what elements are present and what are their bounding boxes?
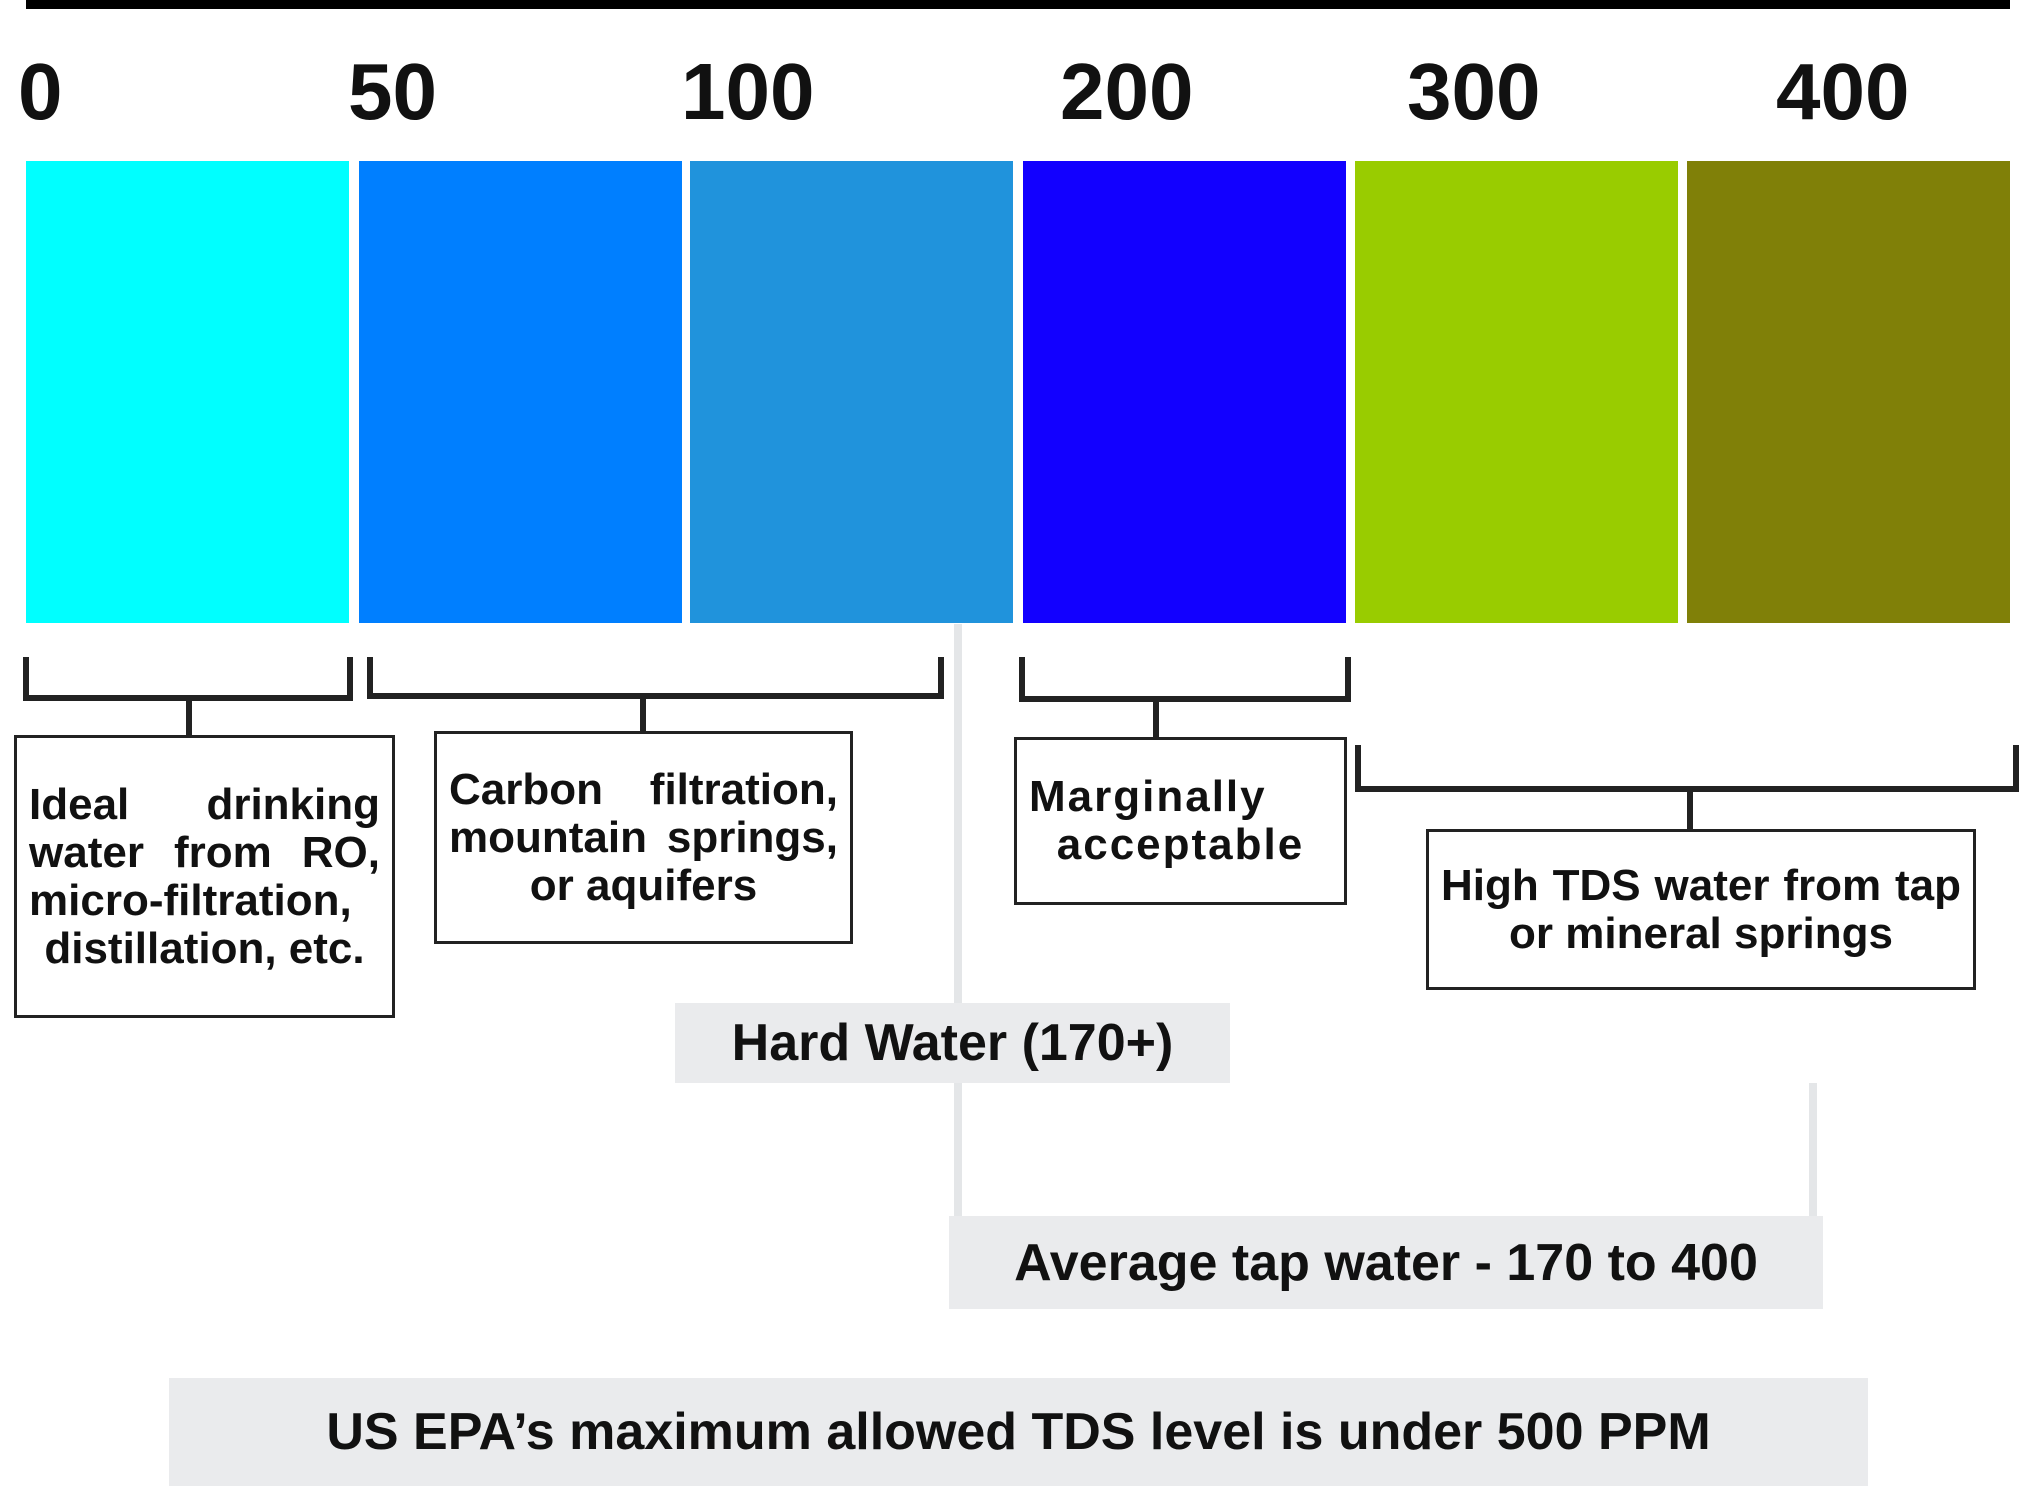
bracket — [1019, 657, 1351, 737]
scale-label: 50 — [348, 47, 437, 136]
epa-note: US EPA’s maximum allowed TDS level is un… — [169, 1378, 1868, 1486]
scale-label: 400 — [1776, 47, 1910, 136]
group-box: Ideal drinking water from RO, micro-filt… — [14, 735, 395, 1018]
bracket — [23, 657, 353, 735]
color-block — [26, 161, 349, 623]
scale-label: 200 — [1060, 47, 1194, 136]
scale-label: 100 — [681, 47, 815, 136]
group-text: Carbon filtration, mountain springs, or … — [449, 764, 838, 910]
color-block — [1023, 161, 1346, 623]
color-block — [690, 161, 1013, 623]
color-block — [359, 161, 682, 623]
hard-water-note: Hard Water (170+) — [675, 1003, 1230, 1083]
group-text: Marginally acceptable — [1029, 772, 1305, 869]
bracket — [367, 657, 944, 731]
brackets — [23, 657, 2019, 829]
bracket — [1355, 745, 2019, 829]
group-box: Marginally acceptable — [1014, 737, 1347, 905]
group-box: Carbon filtration, mountain springs, or … — [434, 731, 853, 944]
color-block — [1355, 161, 1678, 623]
group-box: High TDS water from tap or mineral sprin… — [1426, 829, 1976, 990]
scale-label: 0 — [18, 47, 63, 136]
color-block — [1687, 161, 2010, 623]
scale-label: 300 — [1407, 47, 1541, 136]
group-text: High TDS water from tap or mineral sprin… — [1441, 860, 1961, 958]
group-text: Ideal drinking water from RO, micro-filt… — [29, 779, 380, 973]
average-tap-note: Average tap water - 170 to 400 — [949, 1216, 1823, 1309]
top-bar — [26, 0, 2010, 9]
